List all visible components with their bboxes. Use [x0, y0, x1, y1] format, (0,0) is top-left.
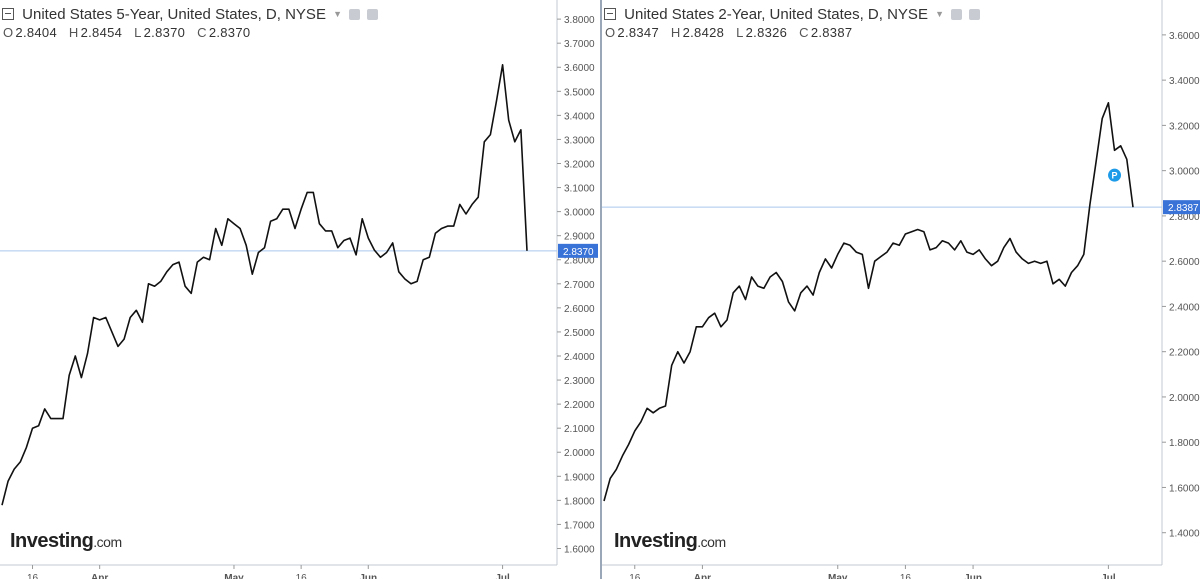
x-tick-label: Apr	[91, 573, 108, 579]
y-tick-label: 2.7000	[564, 280, 595, 291]
investing-logo[interactable]: Investing.com	[614, 530, 726, 552]
right-chart-canvas[interactable]: 1.4000 1.6000 1.8000 2.0000 2.2000 2.4000 2.60…	[602, 0, 1200, 579]
y-tick-label: 3.4000	[564, 111, 595, 122]
y-tick-label: 3.1000	[564, 184, 595, 195]
x-tick-label: Jun	[964, 573, 982, 579]
x-tick-label: 16	[27, 573, 39, 579]
close-icon[interactable]	[367, 8, 379, 20]
y-tick-label: 2.9000	[564, 232, 595, 243]
y-tick-label: 3.5000	[564, 87, 595, 98]
y-tick-label: 3.8000	[564, 15, 595, 26]
last-price-tag-label: 2.8370	[563, 247, 594, 258]
y-tick-label: 3.4000	[1169, 76, 1200, 87]
left-chart-header: United States 5-Year, United States, D, …	[2, 5, 379, 23]
y-tick-label: 1.6000	[564, 544, 595, 555]
y-tick-label: 3.3000	[564, 135, 595, 146]
chevron-down-icon[interactable]: ▼	[935, 9, 945, 20]
y-tick-label: 3.0000	[1169, 167, 1200, 178]
y-tick-label: 2.6000	[564, 304, 595, 315]
right-chart-panel[interactable]: 1.4000 1.6000 1.8000 2.0000 2.2000 2.4000 2.60…	[600, 0, 1200, 579]
y-tick-label: 2.6000	[1169, 257, 1200, 268]
x-tick-label: Apr	[694, 573, 711, 579]
y-tick-label: 1.4000	[1169, 529, 1200, 540]
y-tick-label: 2.0000	[564, 448, 595, 459]
y-tick-label: 2.2000	[1169, 348, 1200, 359]
collapse-icon[interactable]	[2, 8, 14, 21]
y-tick-label: 3.2000	[1169, 121, 1200, 132]
y-tick-label: 3.0000	[564, 208, 595, 219]
y-tick-label: 1.6000	[1169, 483, 1200, 494]
y-tick-label: 2.0000	[1169, 393, 1200, 404]
y-tick-label: 1.9000	[564, 472, 595, 483]
y-tick-label: 3.6000	[1169, 31, 1200, 42]
right-chart-header: United States 2-Year, United States, D, …	[604, 5, 981, 23]
left-chart-panel[interactable]: 1.6000 1.7000 1.8000 1.9000 2.0000 2.1000 2.20…	[0, 0, 600, 579]
y-tick-label: 2.5000	[564, 328, 595, 339]
y-tick-label: 1.8000	[564, 496, 595, 507]
p-marker-icon	[1108, 168, 1122, 182]
y-tick-label: 2.4000	[1169, 302, 1200, 313]
y-tick-label: 2.3000	[564, 376, 595, 387]
last-price-tag-label: 2.8387	[1168, 203, 1199, 214]
y-tick-label: 3.6000	[564, 63, 595, 74]
left-chart-title: United States 5-Year, United States, D, …	[22, 5, 326, 23]
x-tick-label: Jul	[495, 573, 510, 579]
last-price-tag	[1163, 200, 1200, 215]
y-tick-label: 2.2000	[564, 400, 595, 411]
x-tick-label: Jun	[359, 573, 377, 579]
left-ohlc-readout: O 2.8404 H 2.8454 L 2.8370 C 2.8370	[3, 25, 251, 40]
x-tick-label: 16	[296, 573, 308, 579]
close-icon[interactable]	[969, 8, 981, 20]
y-tick-label: 1.8000	[1169, 438, 1200, 449]
investing-logo[interactable]: Investing.com	[10, 530, 122, 552]
left-chart-canvas[interactable]: 1.6000 1.7000 1.8000 1.9000 2.0000 2.1000 2.20…	[0, 0, 600, 579]
y-tick-label: 2.4000	[564, 352, 595, 363]
price-series-line	[603, 102, 1134, 502]
right-chart-title: United States 2-Year, United States, D, …	[624, 5, 928, 23]
settings-icon[interactable]	[951, 8, 963, 20]
settings-icon[interactable]	[349, 8, 361, 20]
x-tick-label: May	[224, 573, 244, 579]
chevron-down-icon[interactable]: ▼	[333, 9, 343, 20]
x-tick-label: Jul	[1101, 573, 1116, 579]
y-tick-label: 2.8000	[1169, 212, 1200, 223]
x-tick-label: 16	[629, 573, 641, 579]
y-tick-label: 3.2000	[564, 159, 595, 170]
right-ohlc-readout: O 2.8347 H 2.8428 L 2.8326 C 2.8387	[605, 25, 853, 40]
y-tick-label: 3.7000	[564, 39, 595, 50]
collapse-icon[interactable]	[604, 8, 616, 21]
price-series-line	[1, 64, 528, 506]
y-tick-label: 1.7000	[564, 520, 595, 531]
p-marker-label: P	[1112, 171, 1118, 181]
last-price-tag	[558, 243, 598, 258]
y-tick-label: 2.8000	[564, 256, 595, 267]
x-tick-label: May	[828, 573, 848, 579]
x-tick-label: 16	[900, 573, 912, 579]
y-tick-label: 2.1000	[564, 424, 595, 435]
